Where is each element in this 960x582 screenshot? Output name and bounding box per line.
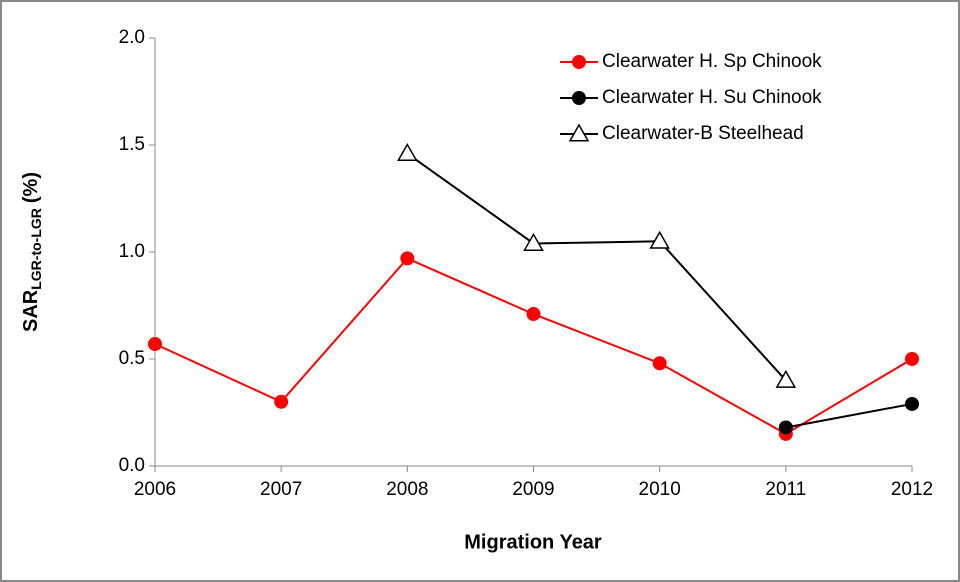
marker	[905, 352, 919, 366]
y-title-unit: (%)	[20, 172, 42, 203]
x-tick-label: 2012	[891, 479, 933, 500]
y-tick-label: 2.0	[119, 27, 145, 48]
x-tick-label: 2007	[260, 479, 302, 500]
x-tick-label: 2010	[639, 479, 681, 500]
marker	[148, 337, 162, 352]
x-tick-label: 2009	[512, 479, 554, 500]
y-axis-title: SARLGR-to-LGR (%)	[20, 172, 43, 332]
legend-label: Clearwater-B Steelhead	[602, 123, 804, 144]
y-tick-label: 0.5	[119, 348, 145, 369]
y-tick-label: 1.5	[119, 134, 145, 155]
marker	[775, 369, 797, 388]
marker	[778, 420, 793, 435]
x-tick-label: 2008	[386, 479, 428, 500]
series-line	[406, 152, 787, 382]
series-line	[785, 402, 913, 429]
marker	[526, 307, 541, 322]
legend-marker	[572, 91, 586, 105]
y-tick-label: 1.0	[119, 241, 145, 262]
marker	[400, 251, 415, 266]
marker	[652, 356, 667, 371]
marker	[649, 230, 670, 249]
x-tick-label: 2011	[765, 479, 806, 500]
marker	[523, 232, 544, 251]
x-tick-label: 2006	[134, 479, 176, 500]
legend-label: Clearwater H. Sp Chinook	[602, 51, 822, 72]
marker	[274, 394, 289, 409]
legend-marker	[572, 55, 586, 69]
marker	[905, 396, 919, 411]
legend-label: Clearwater H. Su Chinook	[602, 87, 822, 108]
legend-marker	[568, 123, 590, 142]
x-axis-title: Migration Year	[464, 531, 602, 553]
marker	[397, 143, 418, 162]
y-tick-label: 0.0	[119, 455, 145, 476]
y-title-subscript: LGR-to-LGR	[28, 208, 44, 290]
y-title-main: SAR	[20, 289, 42, 332]
